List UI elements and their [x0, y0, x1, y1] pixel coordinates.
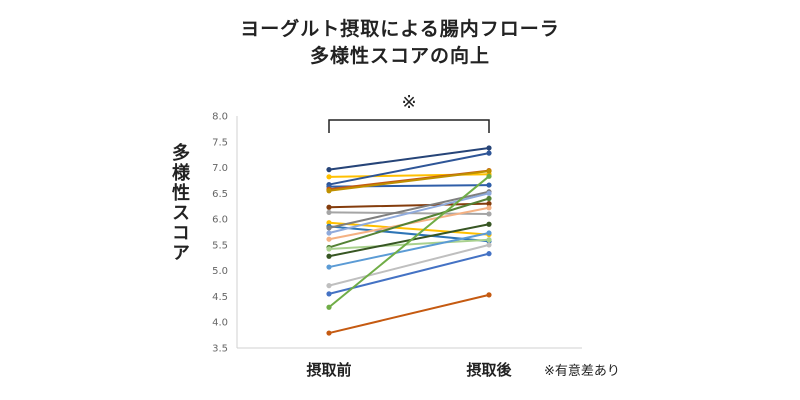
y-tick-label: 4.5: [212, 292, 228, 303]
chart-title-line-2: 多様性スコアの向上: [309, 45, 490, 67]
data-point: [486, 221, 492, 227]
axes: [236, 116, 582, 349]
data-point: [326, 236, 332, 242]
series-line: [328, 152, 490, 186]
data-point: [486, 168, 492, 174]
data-point: [326, 225, 332, 231]
data-point: [486, 205, 492, 211]
y-tick-label: 7.5: [212, 137, 228, 148]
y-tick-label: 6.0: [212, 215, 228, 226]
series-line: [328, 252, 490, 295]
y-tick-label: 5.5: [212, 240, 228, 251]
y-tick-label: 5.0: [212, 266, 228, 277]
data-point: [486, 182, 492, 188]
series-line: [328, 293, 490, 335]
chart-title: ヨーグルト摂取による腸内フローラ 多様性スコアの向上: [0, 16, 800, 70]
series-line: [328, 146, 490, 171]
y-ticks: 3.5 4.0 4.5 5.0 5.5 6.0 6.5 7.0 7.5 8.0: [212, 112, 228, 355]
x-tick-label: 摂取後: [466, 361, 512, 379]
x-tick-label: 摂取前: [306, 361, 351, 379]
series-line: [328, 232, 490, 269]
data-point: [486, 230, 492, 236]
data-point: [486, 237, 492, 243]
data-point: [326, 304, 332, 310]
y-axis-title: 多様性スコア: [169, 143, 190, 263]
data-point: [486, 292, 492, 298]
data-point: [326, 230, 332, 236]
data-point: [326, 253, 332, 259]
significance-bracket: ※: [328, 92, 490, 133]
series-line: [328, 202, 490, 209]
data-point: [486, 145, 492, 151]
y-tick-label: 6.5: [212, 189, 228, 200]
data-point: [486, 211, 492, 217]
data-point: [326, 204, 332, 210]
data-point: [326, 188, 332, 194]
series-lines: [328, 146, 490, 335]
y-tick-label: 4.0: [212, 318, 228, 329]
chart-title-line-1: ヨーグルト摂取による腸内フローラ: [240, 18, 560, 40]
series-line: [328, 223, 490, 258]
data-point: [486, 251, 492, 257]
data-point: [326, 264, 332, 270]
data-point: [326, 330, 332, 336]
data-point: [326, 246, 332, 252]
series-line: [328, 197, 490, 249]
significance-mark: ※: [401, 92, 416, 113]
series-points: [326, 145, 492, 336]
y-tick-label: 3.5: [212, 344, 228, 355]
y-tick-label: 8.0: [212, 112, 228, 123]
series-line: [328, 175, 490, 309]
data-point: [486, 173, 492, 179]
data-point: [326, 291, 332, 297]
footnote: ※有意差あり: [544, 364, 620, 379]
data-point: [486, 150, 492, 156]
data-point: [486, 201, 492, 207]
data-point: [326, 209, 332, 216]
series-line: [328, 238, 490, 251]
data-point: [326, 283, 332, 289]
y-tick-label: 7.0: [212, 163, 228, 174]
series-line: [328, 170, 490, 192]
data-point: [326, 167, 332, 173]
series-line: [328, 221, 490, 236]
data-point: [326, 220, 332, 226]
data-point: [486, 195, 492, 202]
series-line: [328, 243, 490, 287]
data-point: [326, 174, 332, 180]
significance-bracket-line: [328, 119, 490, 133]
series-line: [328, 192, 490, 235]
x-tick-labels: 摂取前 摂取後: [306, 361, 512, 379]
data-point: [486, 242, 492, 248]
data-point: [486, 190, 492, 196]
